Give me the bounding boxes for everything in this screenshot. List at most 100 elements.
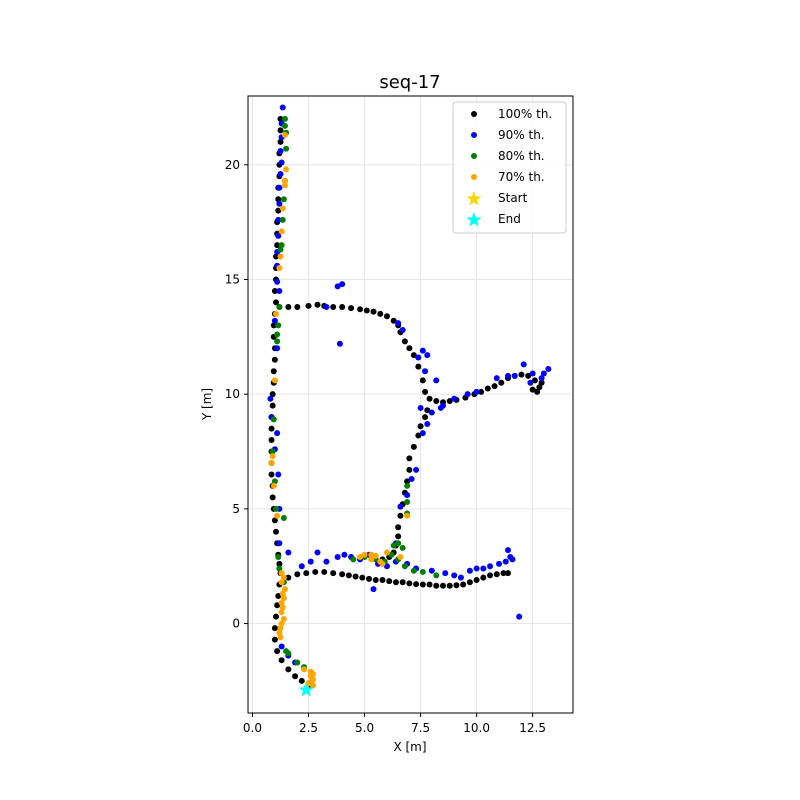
data-point (281, 131, 288, 138)
legend-entry: 100% th. (471, 107, 552, 121)
data-point (274, 512, 281, 519)
x-axis-label: X [m] (393, 740, 426, 754)
series-2 (267, 104, 552, 666)
data-point (276, 629, 283, 636)
data-point (498, 379, 505, 386)
data-point (275, 593, 282, 600)
data-point (518, 371, 525, 378)
data-point (383, 563, 390, 570)
data-point (442, 570, 449, 577)
data-point (428, 567, 435, 574)
legend-star-icon (466, 191, 482, 206)
data-point (273, 505, 280, 512)
data-point (269, 494, 276, 501)
series-3 (269, 115, 440, 671)
data-point (280, 595, 287, 602)
x-tick-label: 12.5 (519, 721, 546, 735)
data-point (298, 677, 305, 684)
data-point (310, 682, 316, 689)
data-point (484, 385, 491, 392)
data-point (278, 570, 285, 577)
data-point (334, 554, 341, 561)
data-point (294, 304, 301, 311)
data-point (419, 581, 426, 588)
plot-frame (247, 95, 574, 714)
data-point (370, 586, 377, 593)
data-point (372, 576, 379, 583)
data-point (321, 568, 328, 575)
x-tick-label: 7.5 (411, 721, 430, 735)
data-point (410, 352, 417, 359)
data-point (446, 582, 453, 589)
data-point (404, 512, 411, 519)
y-axis-label: Y [m] (200, 388, 214, 421)
data-point (386, 578, 393, 585)
data-point (270, 482, 277, 489)
data-point (406, 466, 413, 473)
data-point (323, 304, 330, 311)
data-point (268, 437, 275, 444)
data-point (473, 565, 480, 572)
x-tick-label: 10.0 (463, 721, 490, 735)
data-point (404, 478, 411, 485)
data-point (278, 599, 285, 606)
data-point (285, 549, 292, 556)
data-point (267, 395, 274, 402)
data-point (307, 558, 314, 565)
x-tick-label: 5.0 (355, 721, 374, 735)
data-point (399, 579, 406, 586)
data-point (422, 368, 429, 375)
data-point (292, 673, 299, 680)
data-point (440, 582, 446, 589)
data-point (334, 283, 341, 290)
data-point (397, 512, 404, 519)
data-point (276, 287, 283, 294)
data-point (279, 590, 286, 597)
chart-title: seq-17 (379, 72, 440, 93)
data-point (350, 556, 357, 563)
data-point (277, 127, 284, 134)
data-point (269, 402, 276, 409)
data-point (511, 372, 518, 379)
data-point (424, 420, 431, 427)
data-point (505, 570, 511, 577)
data-point (280, 615, 287, 622)
data-point (397, 554, 404, 561)
data-point (273, 613, 280, 620)
data-point (451, 572, 458, 579)
legend-label: 90% th. (498, 128, 545, 142)
data-point (413, 581, 420, 588)
data-point (281, 182, 288, 189)
data-point (457, 574, 464, 581)
data-point (278, 159, 285, 166)
data-point (275, 207, 282, 214)
data-point (298, 563, 305, 570)
data-point (361, 551, 368, 558)
data-point (277, 246, 284, 253)
data-point (281, 115, 288, 122)
data-point (478, 388, 485, 395)
data-point (278, 228, 285, 235)
y-tick-label: 10 (225, 387, 240, 401)
data-point (274, 331, 281, 338)
legend-marker (471, 111, 477, 117)
data-point (540, 370, 547, 377)
data-point (270, 322, 277, 329)
data-point (270, 416, 277, 423)
data-point (276, 265, 283, 272)
data-point (395, 320, 402, 327)
data-point (341, 551, 348, 558)
data-point (271, 317, 278, 324)
x-tick-label: 2.5 (299, 721, 318, 735)
data-point (529, 370, 536, 377)
data-point (368, 551, 375, 558)
data-point (464, 391, 471, 398)
data-point (406, 345, 413, 352)
data-point (426, 581, 433, 588)
data-point (278, 242, 285, 249)
data-point (404, 492, 411, 499)
data-point (453, 582, 460, 589)
data-point (285, 304, 292, 311)
data-point (283, 166, 290, 173)
